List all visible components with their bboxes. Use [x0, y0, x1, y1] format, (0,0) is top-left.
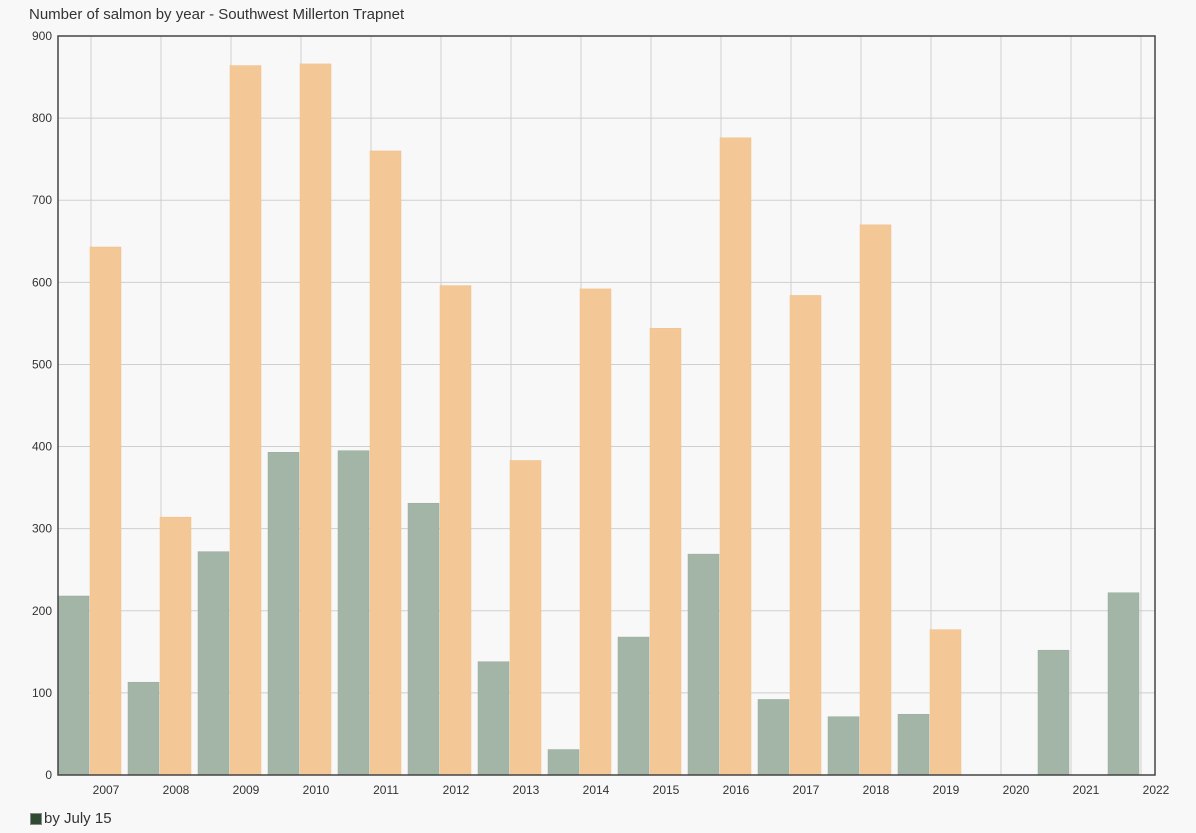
bar-2012-series-1[interactable] [439, 285, 472, 776]
y-tick-label: 300 [32, 522, 52, 536]
bar-2014-series-0[interactable] [547, 749, 580, 776]
bars [57, 63, 1140, 776]
bar-2019-series-1[interactable] [929, 629, 962, 776]
bar-2013-series-1[interactable] [509, 460, 542, 776]
legend[interactable]: by July 15 [30, 810, 112, 827]
x-tick-label: 2011 [373, 783, 399, 797]
bar-2009-series-0[interactable] [197, 551, 230, 776]
y-tick-label: 200 [32, 604, 52, 618]
bar-2007-series-0[interactable] [57, 595, 90, 776]
x-tick-label: 2015 [653, 783, 680, 797]
plot-frame [57, 35, 1156, 776]
bar-2014-series-1[interactable] [579, 288, 612, 776]
y-tick-label: 700 [32, 193, 52, 207]
x-tick-label: 2020 [1003, 783, 1030, 797]
chart-title: Number of salmon by year - Southwest Mil… [29, 6, 405, 23]
y-tick-label: 800 [32, 111, 52, 125]
bar-2016-series-1[interactable] [719, 137, 752, 776]
x-tick-label: 2021 [1073, 783, 1100, 797]
bar-2021-series-0[interactable] [1037, 649, 1070, 776]
bar-2010-series-1[interactable] [299, 63, 332, 776]
x-tick-label: 2010 [303, 783, 330, 797]
x-tick-label: 2013 [513, 783, 540, 797]
x-tick-label: 2014 [583, 783, 610, 797]
bar-2017-series-0[interactable] [757, 699, 790, 776]
bar-2016-series-0[interactable] [687, 553, 720, 776]
x-tick-label: 2012 [443, 783, 470, 797]
y-tick-label: 400 [32, 440, 52, 454]
bar-2015-series-1[interactable] [649, 328, 682, 776]
y-tick-label: 600 [32, 275, 52, 289]
y-tick-label: 0 [45, 768, 52, 782]
x-tick-label: 2017 [793, 783, 820, 797]
y-tick-label: 900 [32, 29, 52, 43]
x-tick-label: 2018 [863, 783, 890, 797]
bar-2018-series-0[interactable] [827, 716, 860, 776]
bar-2018-series-1[interactable] [859, 224, 892, 776]
legend-label: by July 15 [44, 810, 112, 827]
x-tick-label: 2019 [933, 783, 960, 797]
bar-2019-series-0[interactable] [897, 713, 930, 776]
bar-2009-series-1[interactable] [229, 65, 262, 776]
bar-2010-series-0[interactable] [267, 452, 300, 776]
bar-2017-series-1[interactable] [789, 295, 822, 776]
x-tick-label: 2007 [93, 783, 120, 797]
x-tick-label: 2016 [723, 783, 750, 797]
x-axis-ticks: 2007 2008 2009 2010 2011 2012 2013 2014 2015 2016… [93, 783, 1170, 797]
x-tick-label: 2009 [233, 783, 260, 797]
y-axis-ticks: 0 100 200 300 400 500 600 700 800 900 [32, 29, 52, 782]
bar-2012-series-0[interactable] [407, 502, 440, 776]
bar-2011-series-1[interactable] [369, 150, 402, 776]
bar-2013-series-0[interactable] [477, 661, 510, 776]
bar-2008-series-1[interactable] [159, 516, 192, 776]
x-tick-label: 2008 [163, 783, 190, 797]
x-tick-label: 2022 [1143, 783, 1170, 797]
bar-2008-series-0[interactable] [127, 681, 160, 776]
bar-2007-series-1[interactable] [89, 246, 122, 776]
legend-swatch [30, 812, 42, 825]
bar-2011-series-0[interactable] [337, 450, 370, 776]
y-tick-label: 500 [32, 357, 52, 371]
y-tick-label: 100 [32, 686, 52, 700]
bar-2022-series-0[interactable] [1107, 592, 1140, 776]
bar-2015-series-0[interactable] [617, 636, 650, 776]
